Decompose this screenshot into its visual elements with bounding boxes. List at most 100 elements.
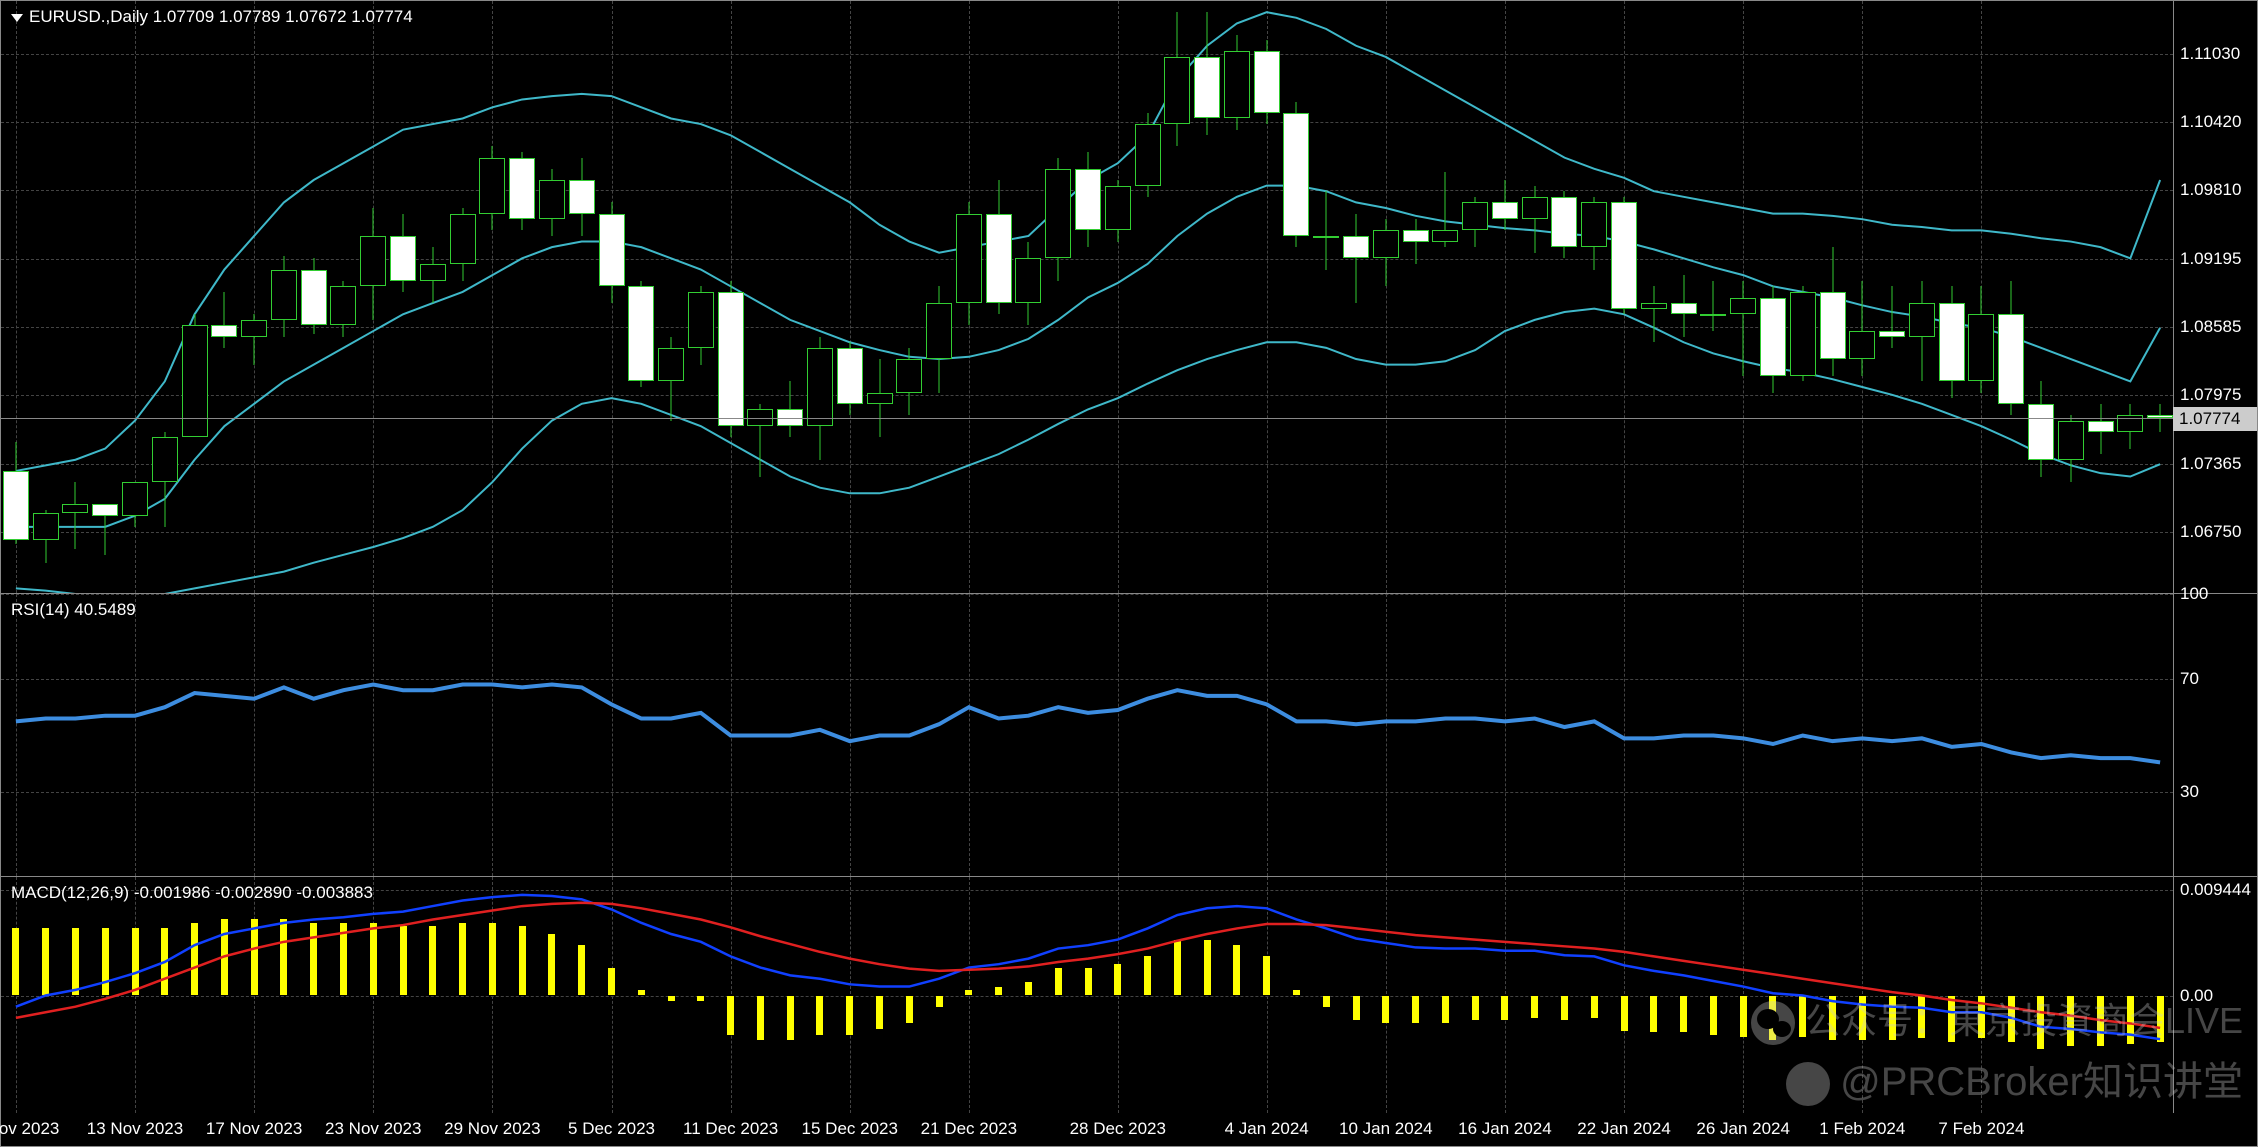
x-tick-label: 22 Jan 2024 [1577,1119,1671,1139]
candle [837,1,863,594]
candle [1968,1,1994,594]
candle [2147,1,2173,594]
candle [3,1,29,594]
candle [1283,1,1309,594]
candle [1135,1,1161,594]
candle [450,1,476,594]
candle [1343,1,1369,594]
y-tick-label: 1.06750 [2180,522,2241,542]
x-tick-label: 26 Jan 2024 [1696,1119,1790,1139]
candle [271,1,297,594]
candle [867,1,893,594]
candle [926,1,952,594]
wechat-icon [1751,1001,1795,1045]
candle [211,1,237,594]
candle [1700,1,1726,594]
candle [1641,1,1667,594]
chart-window: EURUSD.,Daily 1.07709 1.07789 1.07672 1.… [0,0,2258,1147]
y-tick-label: 1.08585 [2180,317,2241,337]
candle [1492,1,1518,594]
candle [2117,1,2143,594]
weibo-icon [1786,1062,1830,1106]
candle [479,1,505,594]
candle [628,1,654,594]
candle [1045,1,1071,594]
candle [152,1,178,594]
x-tick-label: 21 Dec 2023 [921,1119,1017,1139]
y-tick-label: 1.07365 [2180,454,2241,474]
y-tick-label: 100 [2180,584,2208,604]
x-tick-label: 10 Jan 2024 [1339,1119,1433,1139]
x-tick-label: 23 Nov 2023 [325,1119,421,1139]
y-tick-label: 1.10420 [2180,112,2241,132]
candle [1164,1,1190,594]
candle [62,1,88,594]
rsi-plot[interactable]: RSI(14) 40.5489 [1,594,2173,876]
price-plot[interactable]: EURUSD.,Daily 1.07709 1.07789 1.07672 1.… [1,1,2173,593]
candle [658,1,684,594]
candle [122,1,148,594]
candle [182,1,208,594]
price-y-axis: 1.110301.104201.098101.091951.085851.079… [2173,1,2257,593]
candle [1730,1,1756,594]
rsi-line [16,685,2160,763]
candle [509,1,535,594]
candle [777,1,803,594]
x-tick-label: 7 Feb 2024 [1938,1119,2024,1139]
x-tick-label: 16 Jan 2024 [1458,1119,1552,1139]
candle [807,1,833,594]
x-tick-label: 5 Dec 2023 [568,1119,655,1139]
candle [1075,1,1101,594]
candle [1373,1,1399,594]
time-axis: 7 Nov 202313 Nov 202317 Nov 202323 Nov 2… [0,1113,2258,1147]
candle [1909,1,1935,594]
candle [956,1,982,594]
y-tick-label: 1.09195 [2180,249,2241,269]
current-price-tag: 1.07774 [2173,407,2257,431]
y-tick-label: 1.09810 [2180,180,2241,200]
candle [747,1,773,594]
y-tick-label: 30 [2180,782,2199,802]
candle [718,1,744,594]
candle [1820,1,1846,594]
candle [390,1,416,594]
candle [1403,1,1429,594]
candle [1671,1,1697,594]
candle [1313,1,1339,594]
watermark-line2: @PRCBroker知识讲堂 [1840,1060,2243,1104]
rsi-panel[interactable]: RSI(14) 40.5489 1007030 [0,593,2258,876]
candle [1522,1,1548,594]
candle [1879,1,1905,594]
price-panel[interactable]: EURUSD.,Daily 1.07709 1.07789 1.07672 1.… [0,0,2258,593]
y-tick-label: 70 [2180,669,2199,689]
candle [1462,1,1488,594]
candle [301,1,327,594]
candle [1849,1,1875,594]
macd-title: MACD(12,26,9) -0.001986 -0.002890 -0.003… [11,883,373,903]
candle [1254,1,1280,594]
x-tick-label: 15 Dec 2023 [802,1119,898,1139]
candle [1224,1,1250,594]
y-tick-label: 1.07975 [2180,385,2241,405]
dropdown-icon [11,14,23,22]
watermark: 公众号：東京投資商会LIVE @PRCBroker知识讲堂 [1751,992,2243,1107]
candle [599,1,625,594]
candle [1939,1,1965,594]
candle [1551,1,1577,594]
candle [330,1,356,594]
x-tick-label: 17 Nov 2023 [206,1119,302,1139]
candle [1760,1,1786,594]
candle [986,1,1012,594]
candle [92,1,118,594]
x-tick-label: 11 Dec 2023 [683,1119,778,1139]
rsi-title: RSI(14) 40.5489 [11,600,136,620]
candle [1194,1,1220,594]
price-title: EURUSD.,Daily 1.07709 1.07789 1.07672 1.… [11,7,413,27]
candle [2028,1,2054,594]
candle [360,1,386,594]
candle [569,1,595,594]
candle [1432,1,1458,594]
candle [1611,1,1637,594]
x-tick-label: 7 Nov 2023 [0,1119,59,1139]
candle [1015,1,1041,594]
